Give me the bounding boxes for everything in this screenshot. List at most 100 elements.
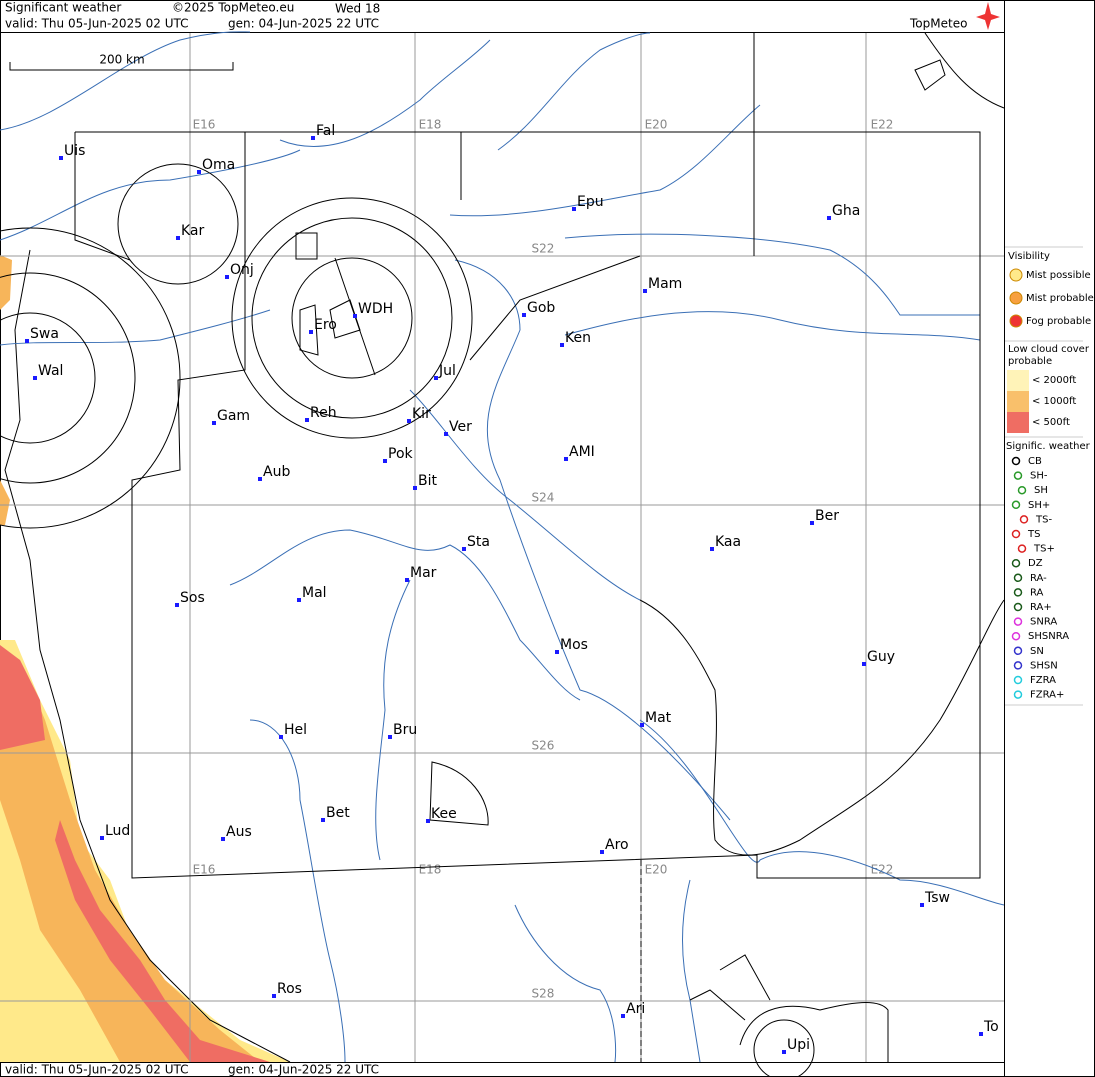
- city-label: AMI: [569, 444, 595, 460]
- river: [0, 31, 251, 131]
- sigwx-label: RA+: [1030, 602, 1052, 613]
- city-marker: [279, 735, 283, 739]
- city-label: Lud: [105, 823, 130, 839]
- airspace-circle: [753, 1019, 815, 1077]
- airspace-circle: [251, 217, 453, 419]
- city-marker: [782, 1050, 786, 1054]
- low-cloud-label: < 2000ft: [1032, 375, 1076, 386]
- airspace-boundary: [74, 32, 981, 879]
- river: [497, 32, 651, 151]
- legend-title-line: Low cloud cover: [1008, 344, 1090, 355]
- city-marker: [405, 578, 409, 582]
- sigwx-label: RA: [1030, 587, 1044, 598]
- airspace-circle: [0, 312, 96, 444]
- city-marker: [555, 650, 559, 654]
- city-label: Sos: [180, 590, 205, 606]
- city-marker: [462, 547, 466, 551]
- city-label: Ken: [565, 330, 591, 346]
- city-label: WDH: [358, 301, 393, 317]
- city-label: Mat: [645, 710, 672, 726]
- city-label: Aro: [605, 837, 629, 853]
- visibility-symbol: [1009, 291, 1023, 305]
- city-marker: [212, 421, 216, 425]
- city-label: Kaa: [715, 534, 741, 550]
- airspace-circle: [0, 272, 136, 484]
- sigwx-symbol: [1013, 471, 1023, 480]
- grid-label: S24: [532, 491, 555, 505]
- city-label: Hel: [284, 722, 307, 738]
- logo: TopMeteo: [909, 17, 967, 31]
- river: [409, 389, 641, 601]
- city-marker: [426, 819, 430, 823]
- city-marker: [258, 477, 262, 481]
- city-label: Mar: [410, 565, 437, 581]
- river: [0, 309, 271, 346]
- restricted-area: [429, 761, 489, 826]
- city-marker: [413, 486, 417, 490]
- sigwx-label: SHSNRA: [1028, 631, 1069, 642]
- sigwx-label: SN: [1030, 646, 1044, 657]
- city-label: Tsw: [924, 890, 950, 906]
- sigwx-label: RA-: [1030, 573, 1047, 584]
- city-marker: [25, 339, 29, 343]
- coastline: [4, 249, 291, 1063]
- city-label: Pok: [388, 446, 414, 462]
- sigwx-symbol: [1011, 558, 1021, 568]
- river: [639, 719, 1005, 906]
- sigwx-symbol: [1013, 661, 1023, 670]
- lake: [914, 59, 946, 91]
- city-marker: [100, 836, 104, 840]
- sigwx-label: DZ: [1028, 558, 1043, 569]
- city-marker: [827, 216, 831, 220]
- gen: gen: 04-Jun-2025 22 UTC: [228, 17, 379, 31]
- city-label: Aub: [263, 464, 290, 480]
- city-label: Sta: [467, 534, 490, 550]
- legend-title: Signific. weather: [1006, 441, 1091, 452]
- grid-label: E20: [645, 863, 668, 877]
- river: [375, 579, 411, 861]
- grid-label: E22: [871, 863, 894, 877]
- legend-title-line: probable: [1008, 356, 1052, 367]
- city-marker: [643, 289, 647, 293]
- sigwx-label: SH-: [1030, 471, 1048, 482]
- city-label: Ros: [277, 981, 302, 997]
- city-marker: [305, 418, 309, 422]
- airspace-boundary: [689, 954, 889, 1062]
- restricted-area: [295, 232, 318, 260]
- sigwx-symbol: [1013, 675, 1023, 685]
- title: Significant weather: [5, 1, 121, 15]
- sigwx-symbol: [1017, 544, 1027, 553]
- visibility-label: Fog probable: [1026, 316, 1091, 327]
- city-label: Jul: [438, 363, 456, 379]
- city-label: Bet: [326, 805, 350, 821]
- visibility-label: Mist probable: [1026, 293, 1094, 304]
- visibility-symbol: [1009, 268, 1023, 282]
- airspace-circle: [0, 227, 181, 529]
- low-cloud-label: < 500ft: [1032, 417, 1070, 428]
- low-cloud-swatch: [1007, 370, 1029, 391]
- city-label: Guy: [867, 649, 895, 665]
- city-marker: [309, 330, 313, 334]
- grid-label: S22: [532, 242, 555, 256]
- city-label: Upi: [787, 1037, 810, 1053]
- city-label: Gob: [527, 300, 555, 316]
- city-marker: [444, 432, 448, 436]
- river: [454, 259, 731, 821]
- sigwx-symbol: [1013, 573, 1023, 583]
- sigwx-label: SH: [1034, 485, 1048, 496]
- city-marker: [564, 457, 568, 461]
- city-label: Kir: [412, 406, 431, 422]
- grid-label: E20: [645, 118, 668, 132]
- city-marker: [383, 459, 387, 463]
- city-marker: [621, 1014, 625, 1018]
- run: Wed 18: [335, 2, 380, 16]
- city-label: Uis: [64, 143, 85, 159]
- city-marker: [640, 723, 644, 727]
- city-marker: [560, 343, 564, 347]
- sigwx-label: SHSN: [1030, 660, 1058, 671]
- city-marker: [407, 419, 411, 423]
- city-label: Epu: [577, 194, 604, 210]
- sigwx-label: TS-: [1035, 514, 1052, 525]
- city-label: Aus: [226, 824, 252, 840]
